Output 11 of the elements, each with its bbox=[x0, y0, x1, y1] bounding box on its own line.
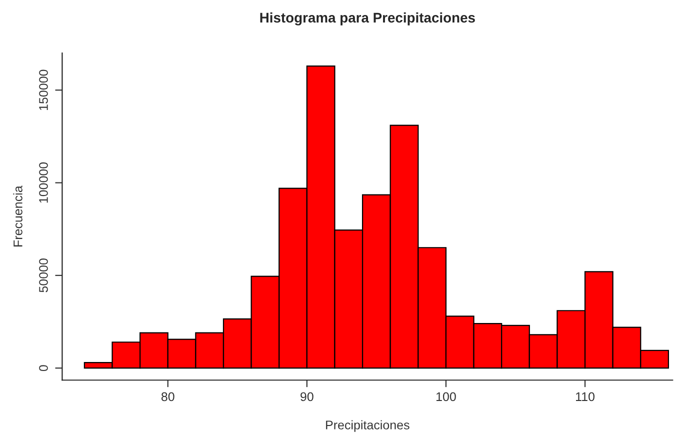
x-tick-label: 110 bbox=[576, 392, 594, 402]
y-tick-label: 100000 bbox=[39, 162, 48, 203]
y-tick-label: 50000 bbox=[39, 258, 48, 292]
y-axis-title: Frecuencia bbox=[13, 186, 22, 246]
x-tick-label: 100 bbox=[436, 392, 456, 402]
x-tick-label: 90 bbox=[300, 392, 314, 402]
y-tick-label: 150000 bbox=[39, 70, 48, 110]
x-axis-title: Precipitaciones bbox=[326, 420, 410, 432]
x-tick-label: 80 bbox=[161, 392, 174, 402]
y-tick-label: 0 bbox=[39, 365, 48, 372]
chart-title: Histograma para Precipitaciones bbox=[260, 12, 475, 26]
